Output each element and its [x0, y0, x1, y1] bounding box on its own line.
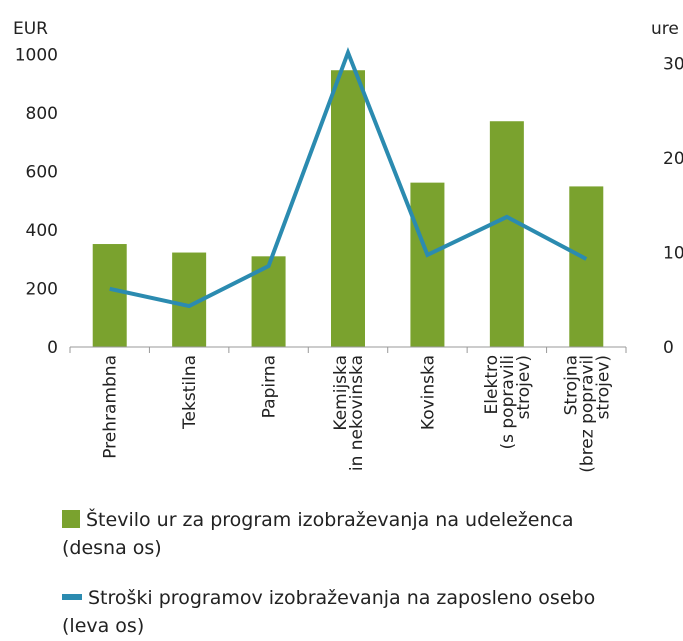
x-tick-label-line: strojev)	[593, 355, 613, 419]
bar	[331, 70, 365, 347]
y-axis-label: EUR	[13, 19, 48, 39]
x-tick-label: Papirna	[260, 355, 280, 418]
bar	[569, 186, 604, 347]
y-tick-label: 400	[26, 221, 58, 241]
y2-axis-label: ure	[651, 19, 679, 39]
legend-swatch	[62, 510, 80, 528]
x-tick-label: Tekstilna	[180, 355, 200, 430]
y2-tick-label: 30	[663, 55, 683, 75]
y-tick-label: 600	[26, 163, 58, 183]
y-tick-label: 200	[26, 280, 58, 300]
y-tick-label: 0	[47, 338, 58, 358]
x-tick-label-line: in nekovinska	[347, 355, 367, 471]
x-tick-label-line: Tekstilna	[180, 355, 200, 430]
x-tick-label-line: (s popravili	[498, 355, 518, 450]
legend-label: Število ur za program izobraževanja na u…	[86, 509, 574, 531]
bar	[92, 244, 127, 347]
x-tick-label-line: strojev)	[514, 355, 534, 419]
x-tick-label: Kemijskain nekovinska	[331, 355, 367, 471]
y2-tick-label: 10	[663, 244, 683, 264]
legend-label: Stroški programov izobraževanja na zapos…	[88, 587, 596, 609]
legend-note: (desna os)	[62, 537, 162, 559]
x-tick-label-line: (brez popravil	[577, 355, 597, 473]
legend-swatch	[62, 594, 82, 600]
y-tick-label: 800	[26, 104, 58, 124]
legend-item: Stroški programov izobraževanja na zapos…	[62, 584, 682, 640]
bar	[410, 182, 445, 347]
x-tick-label: Elektro(s popravilistrojev)	[482, 355, 534, 450]
x-tick-label-line: Prehrambna	[101, 355, 121, 459]
legend-item: Število ur za program izobraževanja na u…	[62, 506, 682, 562]
y-tick-label: 1000	[15, 46, 58, 66]
y2-tick-label: 0	[663, 338, 674, 358]
x-tick-label-line: Strojna	[561, 355, 581, 415]
chart: EUR ure 0 200 400 600 800 1000 0 10 20 30 Prehramb…	[13, 19, 683, 473]
bar	[489, 121, 524, 347]
x-tick-label: Kovinska	[418, 355, 438, 430]
x-tick-label-line: Elektro	[482, 355, 502, 414]
x-tick-label: Strojna(brez popravilstrojev)	[561, 355, 613, 473]
x-tick-label-line: Kovinska	[418, 355, 438, 430]
x-tick-label: Prehrambna	[101, 355, 121, 459]
x-tick-label-line: Papirna	[260, 355, 280, 418]
x-tick-label-line: Kemijska	[331, 355, 351, 431]
legend-note: (leva os)	[62, 615, 145, 637]
y2-tick-label: 20	[663, 149, 683, 169]
line	[109, 46, 588, 309]
